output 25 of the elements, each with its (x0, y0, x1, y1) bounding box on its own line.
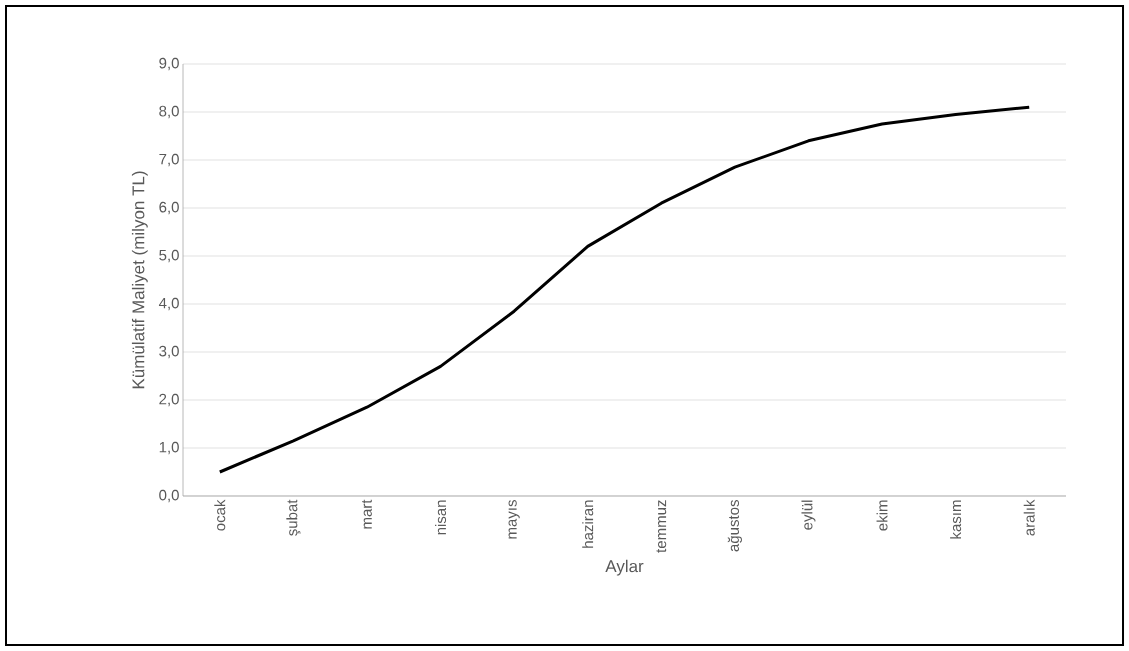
y-tick-label: 0,0 (159, 489, 179, 503)
y-tick-label: 9,0 (159, 57, 179, 71)
y-tick-label: 3,0 (159, 345, 179, 359)
y-tick-label: 5,0 (159, 249, 179, 263)
x-tick-label: ağustos (727, 500, 742, 552)
y-tick-label: 8,0 (159, 105, 179, 119)
x-tick-label: mayıs (508, 500, 520, 539)
y-tick-label: 7,0 (159, 153, 179, 167)
x-tick-label: nisan (435, 500, 447, 535)
line-series (218, 105, 1031, 474)
x-tick-label: kasım (950, 500, 962, 539)
x-tick-label: mart (362, 499, 372, 529)
x-tick-label: haziran (582, 500, 594, 548)
y-tick-label: 4,0 (158, 297, 179, 311)
y-tick-label: 6,0 (159, 201, 179, 215)
x-axis-title: Aylar (605, 559, 644, 576)
x-tick-label: ocak (214, 499, 226, 531)
x-tick-label: aralık (1023, 499, 1035, 536)
x-tick-label: ekim (876, 500, 888, 531)
x-tick-label: eylül (801, 500, 816, 530)
y-tick-label: 1,0 (159, 441, 179, 455)
x-tick-label: temmuz (656, 500, 667, 553)
y-tick-label: 2,0 (159, 393, 179, 407)
x-tick-label: şubat (286, 499, 301, 536)
y-axis-title: Kümülatif Maliyet (milyon TL) (131, 171, 148, 389)
